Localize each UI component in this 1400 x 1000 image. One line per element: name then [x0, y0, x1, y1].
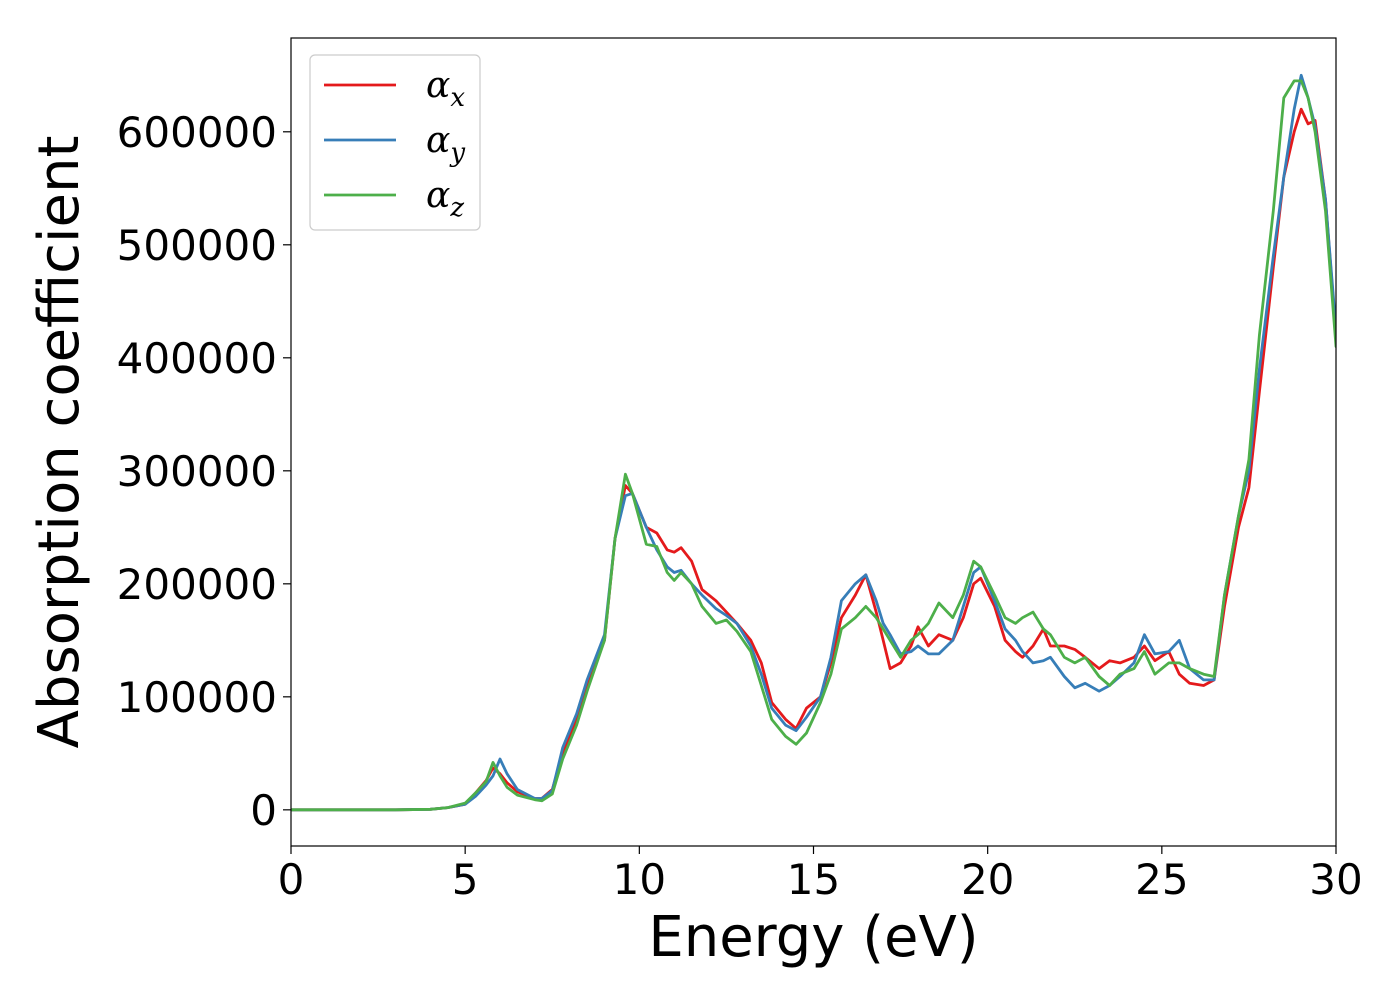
x-tick-label: 0 — [278, 855, 305, 904]
x-axis: 0 5 10 15 20 25 30 — [278, 846, 1363, 904]
legend-label-x: αx — [426, 65, 465, 113]
y-axis: 0 100000 200000 300000 400000 500000 600000 — [117, 108, 291, 835]
x-tick-label: 30 — [1309, 855, 1362, 904]
y-tick-label: 0 — [250, 786, 277, 835]
y-tick-label: 200000 — [117, 560, 277, 609]
legend-box — [309, 54, 481, 231]
legend: αx αy αz — [309, 54, 481, 231]
y-tick-label: 100000 — [117, 673, 277, 722]
y-tick-label: 400000 — [117, 334, 277, 383]
x-tick-label: 5 — [452, 855, 479, 904]
legend-label-y: αy — [426, 120, 465, 168]
x-tick-label: 10 — [613, 855, 666, 904]
y-axis-title: Absorption coefficient — [27, 136, 92, 749]
x-tick-label: 20 — [961, 855, 1014, 904]
x-tick-label: 25 — [1135, 855, 1188, 904]
series-line-y — [291, 73, 1336, 812]
legend-label-z: αz — [426, 175, 464, 223]
series-line-z — [291, 79, 1336, 812]
y-tick-label: 600000 — [117, 108, 277, 157]
series-layer — [291, 73, 1336, 812]
x-axis-title: Energy (eV) — [648, 905, 978, 970]
x-tick-label: 15 — [787, 855, 840, 904]
y-tick-label: 500000 — [117, 221, 277, 270]
y-tick-label: 300000 — [117, 447, 277, 496]
